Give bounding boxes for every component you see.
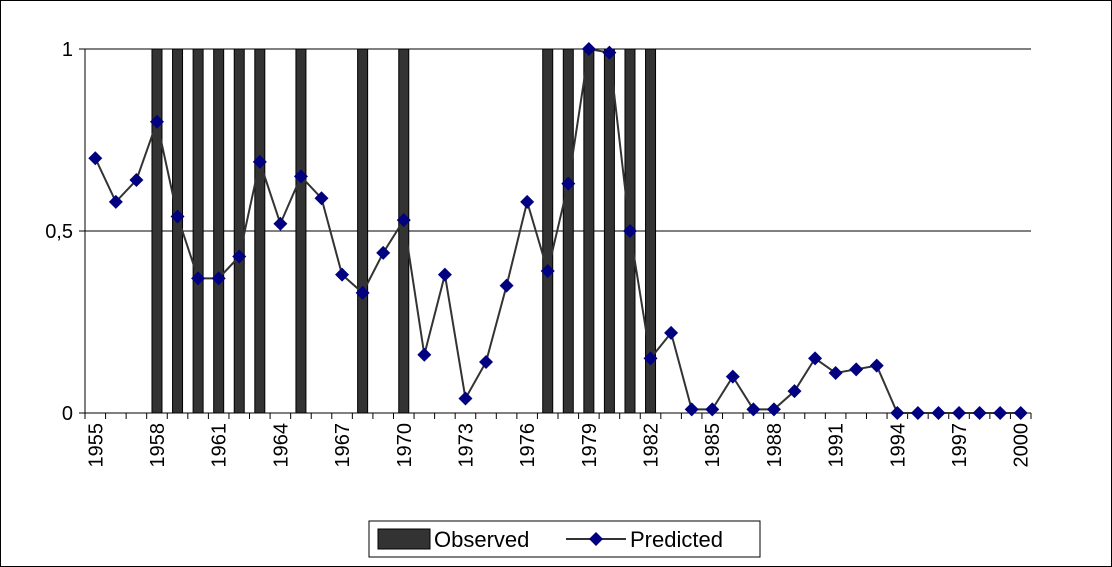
- predicted-point-1956: [108, 194, 123, 209]
- predicted-point-1988: [766, 402, 781, 417]
- x-tick-label-1985: 1985: [702, 423, 724, 468]
- predicted-point-1994: [890, 406, 905, 420]
- observed-bar-1965: [295, 48, 307, 414]
- observed-bar-1962: [233, 48, 245, 414]
- predicted-point-1980: [602, 45, 617, 60]
- x-tick-label-1964: 1964: [270, 423, 292, 468]
- predicted-point-1991: [828, 365, 843, 380]
- predicted-point-1972: [437, 267, 452, 282]
- predicted-point-1993: [869, 358, 884, 373]
- predicted-point-1966: [314, 191, 329, 206]
- x-tick-label-1976: 1976: [517, 423, 539, 468]
- axes: [79, 48, 1032, 419]
- observed-bar-1978: [562, 48, 574, 414]
- predicted-line: [94, 47, 1021, 414]
- y-tick-label-2: 1: [62, 39, 73, 61]
- predicted-point-1999: [993, 406, 1008, 420]
- predicted-point-1996: [931, 406, 946, 420]
- predicted-series: [88, 42, 1028, 420]
- predicted-point-1962: [232, 249, 247, 264]
- x-tick-label-1961: 1961: [209, 423, 231, 468]
- x-tick-label-1997: 1997: [949, 423, 971, 468]
- predicted-point-1959: [170, 209, 185, 224]
- predicted-point-1975: [499, 278, 514, 293]
- predicted-point-1971: [417, 347, 432, 362]
- predicted-point-1982: [643, 351, 658, 366]
- predicted-point-1992: [849, 362, 864, 377]
- predicted-point-1979: [581, 42, 596, 56]
- predicted-point-1960: [191, 271, 206, 286]
- x-tick-label-1982: 1982: [641, 423, 663, 468]
- y-tick-labels: 00,51: [45, 39, 73, 425]
- y-tick-label-1: 0,5: [45, 221, 73, 243]
- x-tick-label-1958: 1958: [147, 423, 169, 468]
- predicted-point-1967: [335, 267, 350, 282]
- legend-predicted-label: Predicted: [630, 527, 723, 552]
- x-tick-label-1973: 1973: [455, 423, 477, 468]
- x-tick-label-1994: 1994: [887, 423, 909, 468]
- legend: Observed Predicted: [368, 520, 761, 558]
- predicted-point-1983: [664, 325, 679, 340]
- predicted-point-1976: [520, 194, 535, 209]
- predicted-point-1970: [396, 213, 411, 228]
- gridlines: [85, 48, 1031, 232]
- observed-bar-1977: [542, 48, 554, 414]
- predicted-point-1986: [725, 369, 740, 384]
- predicted-point-1961: [211, 271, 226, 286]
- observed-bar-1960: [192, 48, 204, 414]
- x-tick-label-1967: 1967: [332, 423, 354, 468]
- predicted-point-1965: [293, 169, 308, 184]
- predicted-point-1995: [910, 406, 925, 420]
- predicted-point-1978: [561, 176, 576, 191]
- predicted-point-1973: [458, 391, 473, 406]
- predicted-point-1964: [273, 216, 288, 231]
- predicted-point-1955: [88, 151, 103, 166]
- observed-bar-1970: [398, 48, 410, 414]
- observed-bar-1958: [151, 48, 163, 414]
- predicted-point-1990: [808, 351, 823, 366]
- predicted-point-1958: [149, 114, 164, 129]
- predicted-point-1987: [746, 402, 761, 417]
- predicted-point-1974: [479, 355, 494, 370]
- x-tick-label-1970: 1970: [394, 423, 416, 468]
- y-tick-label-0: 0: [62, 403, 73, 425]
- predicted-point-1957: [129, 173, 144, 188]
- legend-observed-swatch: [377, 528, 431, 550]
- x-tick-label-2000: 2000: [1011, 423, 1033, 468]
- observed-bar-1961: [213, 48, 225, 414]
- observed-bar-1968: [357, 48, 369, 414]
- legend-box: [368, 520, 761, 558]
- predicted-point-1985: [705, 402, 720, 417]
- observed-bar-1980: [603, 48, 615, 414]
- x-tick-label-1988: 1988: [764, 423, 786, 468]
- legend-observed-label: Observed: [434, 527, 529, 552]
- predicted-point-1989: [787, 384, 802, 399]
- predicted-point-1969: [376, 245, 391, 260]
- observed-bar-1959: [172, 48, 184, 414]
- predicted-point-1984: [684, 402, 699, 417]
- predicted-point-2000: [1013, 406, 1028, 420]
- predicted-point-1977: [540, 264, 555, 279]
- x-tick-labels: 1955 1958 1961 1964 1967 1970 1973 1976 1979 1982…: [85, 423, 1032, 468]
- observed-bar-1979: [583, 48, 595, 414]
- x-tick-label-1991: 1991: [826, 423, 848, 468]
- predicted-point-1968: [355, 285, 370, 300]
- legend-predicted-marker: [589, 532, 603, 546]
- observed-bar-1963: [254, 48, 266, 414]
- x-tick-label-1979: 1979: [579, 423, 601, 468]
- predicted-point-1997: [952, 406, 967, 420]
- predicted-point-1998: [972, 406, 987, 420]
- predicted-point-1981: [622, 224, 637, 238]
- predicted-point-1963: [252, 154, 267, 169]
- x-tick-label-1955: 1955: [85, 423, 107, 468]
